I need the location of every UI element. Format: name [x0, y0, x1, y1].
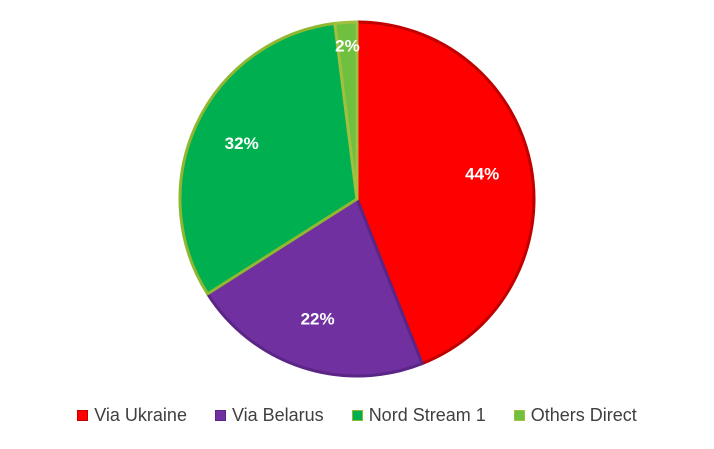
legend-item-nord-stream-1: Nord Stream 1 [351, 405, 486, 426]
pie-slice-via-belarus [206, 197, 424, 378]
legend-label-via-ukraine: Via Ukraine [94, 405, 187, 425]
pie-slice-via-ukraine [355, 20, 536, 366]
pie-plot: 44% 22% 32% 2% [178, 20, 536, 378]
legend-swatch-others-direct [513, 410, 525, 421]
pie-slice-nord-stream-1 [178, 21, 359, 296]
data-label-others-direct: 2% [335, 37, 360, 56]
legend-item-via-ukraine: Via Ukraine [77, 405, 187, 426]
legend-swatch-nord-stream-1 [351, 410, 363, 421]
legend: Via Ukraine Via Belarus Nord Stream 1 Other… [0, 405, 714, 426]
data-label-nord-stream-1: 32% [225, 134, 259, 153]
legend-swatch-via-belarus [214, 410, 226, 421]
legend-item-others-direct: Others Direct [513, 405, 637, 426]
legend-item-via-belarus: Via Belarus [214, 405, 324, 426]
legend-label-others-direct: Others Direct [530, 405, 637, 425]
data-label-via-belarus: 22% [301, 310, 335, 329]
legend-label-via-belarus: Via Belarus [231, 405, 324, 425]
legend-label-nord-stream-1: Nord Stream 1 [368, 405, 486, 425]
legend-swatch-via-ukraine [77, 410, 89, 421]
data-label-via-ukraine: 44% [465, 165, 499, 184]
pie-slice-others-direct [333, 20, 359, 201]
